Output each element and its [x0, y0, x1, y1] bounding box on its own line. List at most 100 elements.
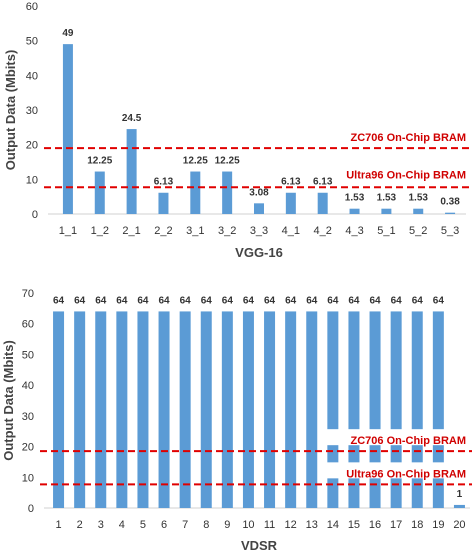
- data-label: 64: [53, 295, 65, 306]
- y-axis-label: Output Data (Mbits): [1, 340, 16, 461]
- y-tick-label: 30: [26, 105, 38, 117]
- bar-1_1: [62, 44, 73, 215]
- bar-17: [390, 311, 402, 508]
- bar-9: [221, 311, 233, 508]
- x-tick-label: 9: [224, 519, 230, 531]
- data-label: 64: [158, 295, 170, 306]
- reference-line-label: Ultra96 On-Chip BRAM: [346, 468, 466, 480]
- x-tick-label: 4_2: [314, 225, 332, 237]
- data-label: 12.25: [87, 156, 112, 167]
- x-tick-label: 18: [411, 519, 423, 531]
- bar-4_3: [349, 208, 360, 214]
- data-label: 64: [433, 295, 445, 306]
- data-label: 64: [74, 295, 86, 306]
- chart-2: 0 10 20 30 40 50 60 70 Output Data (Mbits) 1 2 3 4 5 6…: [1, 288, 472, 553]
- bar-6: [158, 311, 170, 508]
- data-label: 12.25: [183, 156, 208, 167]
- y-tick-label: 60: [22, 319, 34, 331]
- x-tick-label: 5_2: [409, 225, 427, 237]
- bar-16: [369, 311, 381, 508]
- x-tick-label: 12: [285, 519, 297, 531]
- data-label: 64: [180, 295, 192, 306]
- y-tick-label: 20: [22, 442, 34, 454]
- x-tick-label: 6: [161, 519, 167, 531]
- x-tick-label: 1_1: [59, 225, 77, 237]
- bar-5_1: [381, 208, 392, 214]
- x-tick-label: 5_1: [377, 225, 395, 237]
- data-label: 0.38: [440, 197, 460, 208]
- chart-1: 0 10 20 30 40 50 60 Output Data (Mbits) 1_1 1_2 2_…: [3, 1, 472, 260]
- x-tick-label: 8: [203, 519, 209, 531]
- bar-4_2: [317, 192, 328, 214]
- bar-1_2: [94, 171, 105, 214]
- y-tick-label: 40: [26, 70, 38, 82]
- x-tick-label: 11: [264, 519, 275, 531]
- x-tick-label: 2_2: [154, 225, 172, 237]
- x-tick-label: 10: [242, 519, 254, 531]
- data-label: 64: [306, 295, 318, 306]
- bar-5_3: [445, 212, 456, 214]
- bar-11: [264, 311, 276, 508]
- reference-label-background: [325, 429, 469, 446]
- bar-5_2: [413, 208, 424, 214]
- data-label: 64: [95, 295, 107, 306]
- data-label: 64: [348, 295, 360, 306]
- bar-18: [411, 311, 423, 508]
- x-tick-label: 4_1: [282, 225, 300, 237]
- data-label: 1.53: [408, 193, 428, 204]
- bar-19: [432, 311, 444, 508]
- data-label: 1.53: [345, 193, 365, 204]
- reference-line-label: ZC706 On-Chip BRAM: [351, 132, 467, 144]
- data-label: 6.13: [154, 177, 174, 188]
- y-tick-label: 20: [26, 140, 38, 152]
- bar-4: [116, 311, 128, 508]
- x-tick-label: 3: [98, 519, 104, 531]
- bar-2: [74, 311, 86, 508]
- bar-1: [53, 311, 65, 508]
- y-tick-label: 50: [22, 349, 34, 361]
- y-tick-label: 0: [28, 503, 34, 515]
- x-tick-label: 19: [432, 519, 444, 531]
- data-label: 64: [243, 295, 255, 306]
- data-label: 64: [116, 295, 128, 306]
- data-label: 6.13: [313, 177, 333, 188]
- bar-4_1: [285, 192, 296, 214]
- data-label: 3.08: [249, 187, 269, 198]
- bar-3_3: [254, 203, 264, 214]
- x-tick-label: 4_3: [345, 225, 363, 237]
- x-tick-label: 1_2: [91, 225, 109, 237]
- bar-3: [95, 311, 107, 508]
- bar-2_1: [126, 129, 137, 214]
- y-tick-label: 40: [22, 380, 34, 392]
- x-tick-label: 20: [453, 519, 465, 531]
- x-tick-label: 4: [119, 519, 125, 531]
- y-tick-label: 50: [26, 36, 38, 48]
- reference-label-background: [325, 462, 469, 479]
- data-label: 1.53: [377, 193, 397, 204]
- data-label: 64: [264, 295, 276, 306]
- y-tick-label: 10: [22, 472, 34, 484]
- data-label: 49: [62, 28, 74, 39]
- y-tick-label: 10: [26, 174, 38, 186]
- x-tick-label: 5: [140, 519, 146, 531]
- x-tick-label: 2: [77, 519, 83, 531]
- bar-3_1: [190, 171, 201, 214]
- x-tick-label: 17: [390, 519, 402, 531]
- bar-14: [327, 311, 339, 508]
- x-tick-label: 7: [182, 519, 188, 531]
- y-tick-label: 60: [26, 1, 38, 13]
- x-tick-label: 3_2: [218, 225, 236, 237]
- bar-15: [348, 311, 360, 508]
- y-tick-label: 30: [22, 411, 34, 423]
- bar-3_2: [222, 171, 233, 214]
- reference-line-label: ZC706 On-Chip BRAM: [351, 435, 467, 447]
- x-tick-label: 13: [306, 519, 318, 531]
- bar-2_2: [158, 192, 169, 214]
- data-label: 64: [412, 295, 424, 306]
- y-tick-label: 70: [22, 288, 34, 300]
- x-tick-label: 3_3: [250, 225, 268, 237]
- y-axis-label: Output Data (Mbits): [3, 50, 18, 171]
- data-label: 64: [222, 295, 234, 306]
- bar-10: [242, 311, 254, 508]
